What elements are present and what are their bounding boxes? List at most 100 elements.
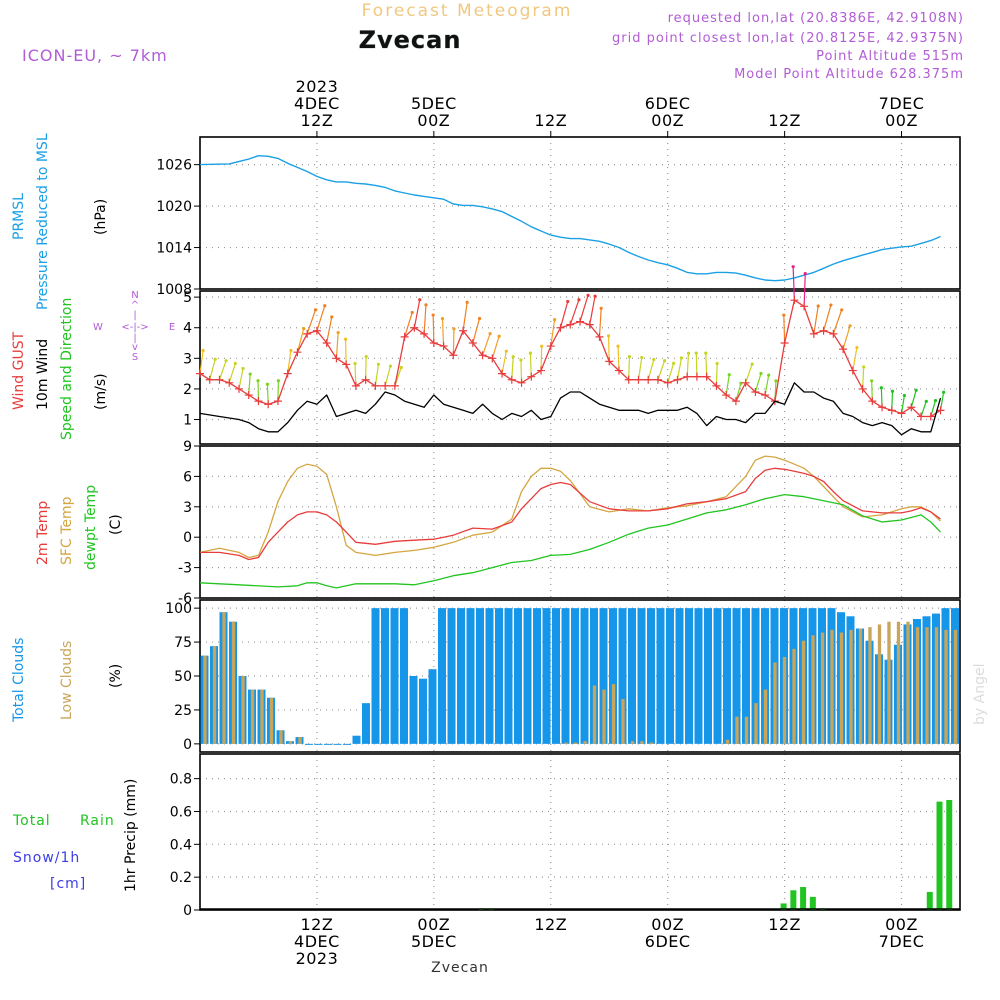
wind-arrow-head — [679, 356, 684, 360]
gust-marker — [585, 320, 594, 329]
gust-marker — [293, 348, 302, 357]
gust-marker — [653, 375, 662, 384]
bottom-time-label: 00Z — [651, 915, 684, 934]
pressure-line — [199, 154, 941, 282]
gust-marker — [507, 375, 516, 384]
gust-marker — [605, 357, 614, 366]
wind-arrow-head — [424, 303, 428, 307]
wind-arrow-head — [759, 371, 763, 376]
low-cloud-bar — [925, 627, 929, 744]
wind-arrow — [432, 315, 435, 344]
pressure-label-2: Pressure Reduced to MSL — [35, 133, 51, 310]
wind-arrow — [813, 305, 819, 334]
wind-arrow-head — [782, 313, 786, 317]
wind-arrow-head — [343, 337, 348, 341]
low-cloud-bar — [811, 635, 815, 744]
low-cloud-bar — [782, 657, 787, 744]
wind-arrow-head — [465, 300, 469, 304]
gust-marker — [683, 372, 692, 381]
total-cloud-bar — [457, 608, 465, 744]
total-cloud-bar — [533, 608, 541, 744]
low-cloud-bar — [735, 716, 739, 744]
top-time-label: 12Z — [534, 111, 567, 130]
wind-arrow — [228, 363, 236, 383]
low-cloud-bar — [934, 627, 939, 744]
clouds-tick-label: 75 — [174, 635, 192, 651]
wind-arrow-head — [686, 351, 691, 355]
wind-arrow-head — [577, 298, 581, 302]
total-cloud-bar — [637, 608, 646, 744]
sfc-temp-label: SFC Temp — [59, 496, 75, 565]
wind-arrow — [296, 328, 305, 353]
wind-arrow-head — [774, 379, 778, 383]
compass-icon: N ^ | W <-|-> E | v S — [93, 290, 175, 363]
gust-marker — [712, 381, 721, 390]
wind-arrow-head — [870, 379, 874, 383]
wind-arrow-head — [477, 316, 482, 321]
wind-arrow — [218, 360, 227, 380]
dewpt-label: dewpt Temp — [83, 485, 99, 570]
gust-marker — [381, 381, 390, 390]
low-cloud-bar — [298, 737, 302, 744]
total-cloud-bar — [761, 608, 769, 744]
low-cloud-bar — [288, 741, 293, 744]
wind-arrow-head — [672, 361, 676, 365]
total-cloud-bar — [428, 669, 437, 744]
wind-arrow-head — [213, 357, 217, 361]
low-cloud-bar — [763, 689, 768, 744]
bottom-time-label: 4DEC — [294, 932, 340, 951]
gust-marker — [254, 397, 263, 406]
total-cloud-bar — [666, 608, 674, 744]
total-cloud-bar — [447, 608, 456, 744]
gust-marker — [614, 366, 623, 375]
wind-arrow — [452, 328, 455, 356]
gust-marker — [517, 378, 526, 387]
wind-arrow-head — [599, 306, 603, 310]
wind-arrow-head — [914, 388, 918, 392]
total-cloud-bar — [314, 743, 323, 745]
low-cloud-bar — [915, 627, 920, 744]
low-cloud-bar — [754, 703, 758, 744]
wind-arrow — [441, 318, 445, 347]
wind-arrow — [852, 347, 858, 371]
gust-marker — [751, 387, 760, 396]
wind-arrow-head — [704, 351, 708, 355]
precip-tick-label: 0.2 — [170, 870, 192, 886]
gust-marker — [722, 391, 731, 400]
wind-arrow — [326, 316, 333, 344]
wind-tick-label: 2 — [183, 382, 192, 398]
wind-arrow-head — [816, 304, 820, 308]
low-cloud-bar — [792, 648, 796, 744]
total-cloud-bar — [561, 608, 570, 744]
low-cloud-bar — [801, 640, 806, 744]
sfc-temp-line — [199, 455, 941, 559]
low-cloud-bar — [203, 655, 207, 744]
wind-arrow — [540, 346, 543, 371]
gust-marker — [420, 329, 429, 338]
low-cloud-bar — [858, 628, 863, 744]
footer-location: Zvecan — [431, 960, 489, 976]
wind-arrow-head — [902, 393, 906, 398]
gust-marker — [351, 381, 360, 390]
wind-arrow — [384, 365, 392, 387]
total-cloud-bar — [647, 608, 655, 744]
gust-marker — [303, 329, 312, 338]
clouds-tick-label: 25 — [174, 703, 192, 719]
temp2m-line — [200, 467, 941, 561]
gust-marker — [332, 354, 341, 363]
temp-tick-label: 6 — [183, 469, 192, 485]
gust-marker — [741, 378, 750, 387]
low-cloud-bar — [583, 741, 587, 744]
snow-label: Snow/1h — [13, 850, 80, 866]
wind-arrow — [423, 304, 427, 334]
gust-marker — [761, 391, 770, 400]
gust-marker — [868, 397, 877, 406]
svg-text:^: ^ — [131, 300, 139, 311]
low-cloud-bar — [611, 684, 616, 744]
total-cloud-bar — [685, 608, 693, 744]
wind-arrow — [647, 359, 655, 380]
low-cloud-bar — [592, 685, 597, 744]
wind-arrow-head — [353, 361, 357, 366]
wind-arrow-head — [289, 348, 293, 353]
gust-marker — [449, 351, 458, 360]
